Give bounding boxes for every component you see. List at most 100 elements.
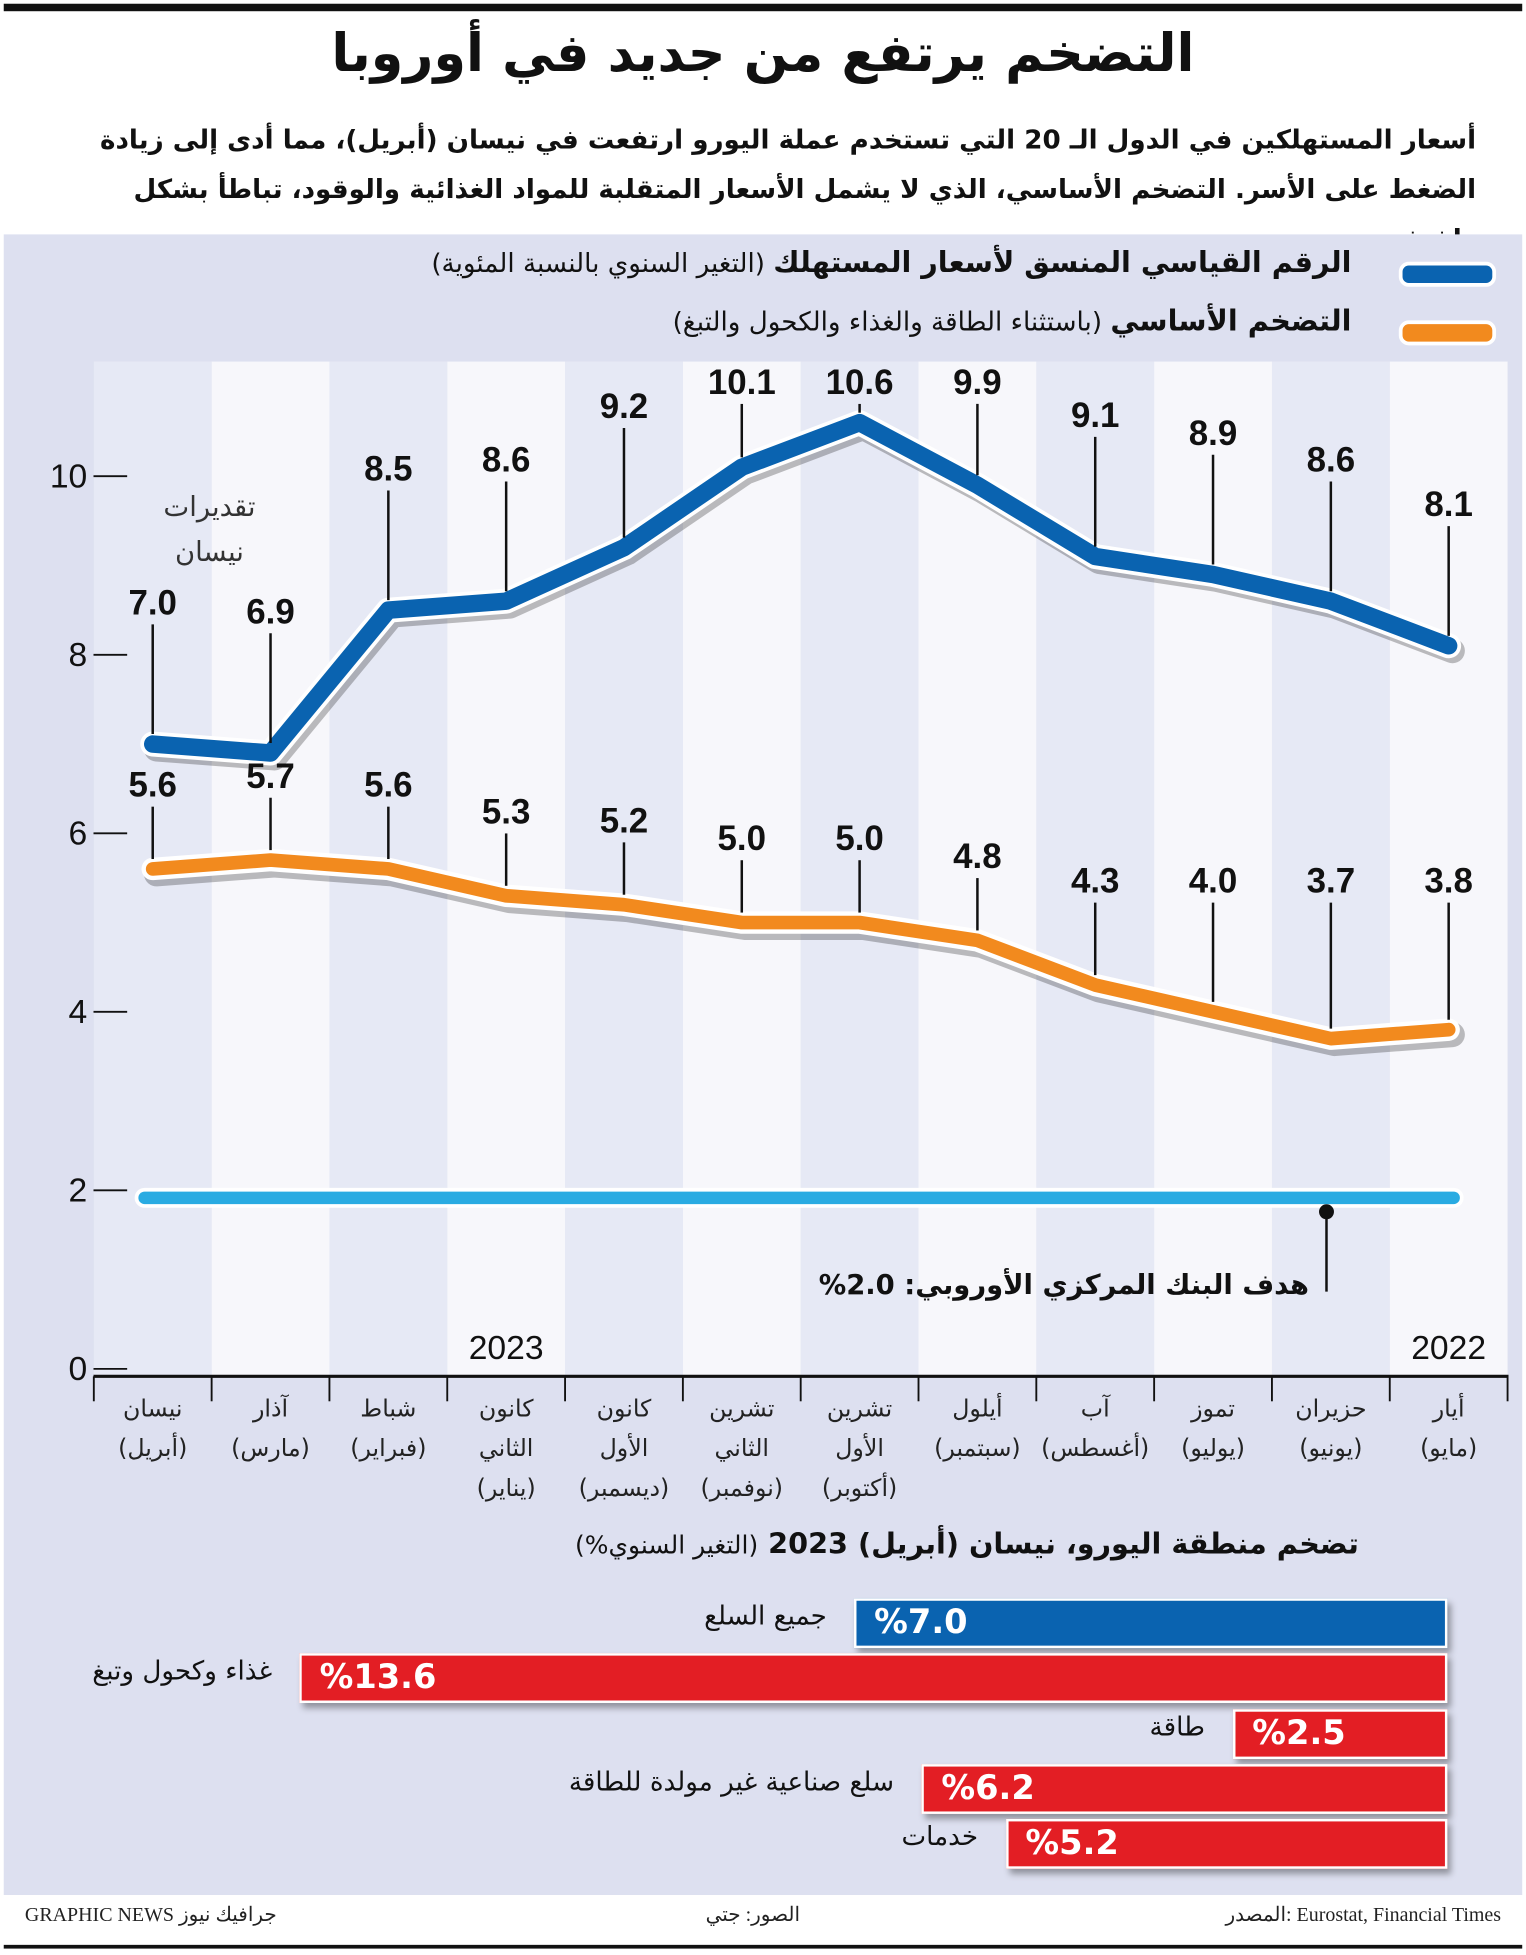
y-tick-label: 0 [69,1351,88,1388]
bottom-rule [3,1944,1523,1949]
bar-category-label: طاقة [1149,1711,1205,1742]
data-label: 4.0 [1189,862,1238,901]
x-tick-label: شباط [360,1394,416,1422]
x-tick-label: (يناير) [477,1474,536,1502]
year-label: 2022 [1411,1330,1486,1367]
x-tick-label: الثاني [715,1434,769,1462]
data-label: 5.6 [128,766,177,805]
y-tick-label: 6 [69,816,88,853]
data-label: 7.0 [128,583,177,622]
x-tick-label: (مارس) [231,1434,310,1462]
data-label: 4.3 [1071,862,1120,901]
bar: %6.2 [921,1763,1448,1814]
bar-category-label: غذاء وكحول وتبغ [92,1655,273,1686]
x-tick-label: (أبريل) [118,1432,187,1462]
x-tick-label: (سبتمبر) [934,1434,1020,1462]
reference-label: هدف البنك المركزي الأوروبي: 2.0% [819,1268,1309,1301]
data-label: 3.7 [1307,862,1356,901]
estimate-annotation: تقديرات [163,492,255,523]
legend-swatch-core [1398,320,1497,346]
legend-note: (التغير السنوي بالنسبة المئوية) [431,248,765,279]
bar-title-unit: (التغير السنوي%) [575,1529,759,1560]
bar-title-text: تضخم منطقة اليورو، نيسان (أبريل) 2023 [768,1528,1359,1561]
photo-credit: الصور: جتي [705,1904,800,1927]
x-tick-label: (مايو) [1420,1434,1477,1462]
bar-value-label: %2.5 [1252,1713,1346,1753]
bar-chart-title: تضخم منطقة اليورو، نيسان (أبريل) 2023 (ا… [575,1528,1359,1560]
data-label: 9.1 [1071,396,1120,435]
data-label: 10.6 [826,363,894,402]
data-label: 5.7 [246,757,295,796]
data-label: 9.9 [953,363,1002,402]
legend-item-core: التضخم الأساسي (باستثناء الطاقة والغذاء … [673,305,1352,337]
bar: %13.6 [299,1653,1448,1704]
x-tick-label: (ديسمبر) [579,1474,670,1502]
x-tick-label: حزيران [1295,1394,1366,1422]
x-tick-label: (يوليو) [1181,1434,1245,1462]
x-tick-label: (أكتوبر) [822,1472,897,1502]
x-tick-label: الثاني [479,1434,533,1462]
x-tick-label: أيار [1432,1392,1465,1422]
legend-label: الرقم القياسي المنسق لأسعار المستهلك [773,246,1352,280]
legend-swatch-cpi [1398,261,1497,287]
data-label: 10.1 [708,363,776,402]
series-line [145,853,1456,1046]
series-line [143,413,1458,762]
top-rule [3,3,1523,12]
data-label: 9.2 [600,387,649,426]
bar-value-label: %5.2 [1025,1824,1119,1863]
x-tick-label: نيسان [123,1394,182,1422]
data-label: 8.6 [1307,441,1356,480]
data-label: 4.8 [953,837,1002,876]
bar-value-label: %7.0 [874,1603,968,1642]
reference-marker [1319,1204,1334,1220]
data-label: 5.0 [718,819,767,858]
data-label: 8.5 [364,449,413,488]
data-label: 8.6 [482,441,531,480]
x-tick-label: تشرين [827,1394,892,1422]
data-label: 3.8 [1424,862,1473,901]
x-tick-label: (نوفمبر) [701,1474,783,1502]
x-tick-label: تشرين [709,1394,774,1422]
estimate-annotation: نيسان [175,537,244,568]
publisher-credit: GRAPHIC NEWS جرافيك نيوز [24,1904,277,1927]
data-label: 8.9 [1189,414,1238,453]
x-tick-label: تموز [1190,1394,1235,1422]
x-tick-label: (أغسطس) [1041,1432,1149,1462]
x-tick-label: الأول [835,1433,884,1462]
page-title: التضخم يرتفع من جديد في أوروبا [331,22,1195,84]
data-label: 8.1 [1424,485,1473,524]
bar-category-label: خدمات [901,1821,979,1852]
x-tick-label: (فبراير) [350,1434,426,1462]
legend-label: التضخم الأساسي [1110,305,1352,338]
bar-value-label: %13.6 [319,1658,437,1698]
x-tick-label: آب [1081,1393,1111,1422]
source-credit: المصدر: Eurostat, Financial Times [1225,1904,1502,1927]
x-tick-label: آذار [252,1393,290,1422]
y-tick-label: 2 [69,1173,88,1210]
x-tick-label: كانون [597,1394,652,1422]
year-label: 2023 [469,1330,544,1367]
data-label: 5.3 [482,792,531,831]
bar: %7.0 [854,1598,1448,1649]
data-label: 5.0 [835,819,884,858]
x-tick-label: أيلول [952,1392,1002,1422]
legend-note: (باستثناء الطاقة والغذاء والكحول والتبغ) [672,306,1103,337]
x-tick-label: الأول [600,1433,649,1462]
data-label: 5.6 [364,766,413,805]
y-tick-label: 8 [69,637,88,674]
y-tick-label: 10 [50,458,87,495]
data-label: 6.9 [246,592,295,631]
bar-category-label: جميع السلع [704,1600,827,1631]
bar: %5.2 [1005,1819,1448,1870]
bar-value-label: %6.2 [941,1768,1035,1808]
data-label: 5.2 [600,801,649,840]
y-tick-label: 4 [69,994,88,1031]
bar: %2.5 [1232,1708,1448,1759]
legend-item-cpi: الرقم القياسي المنسق لأسعار المستهلك (ال… [431,247,1351,279]
bar-category-label: سلع صناعية غير مولدة للطاقة [568,1766,895,1797]
x-tick-label: كانون [479,1394,534,1422]
x-tick-label: (يونيو) [1299,1434,1362,1462]
